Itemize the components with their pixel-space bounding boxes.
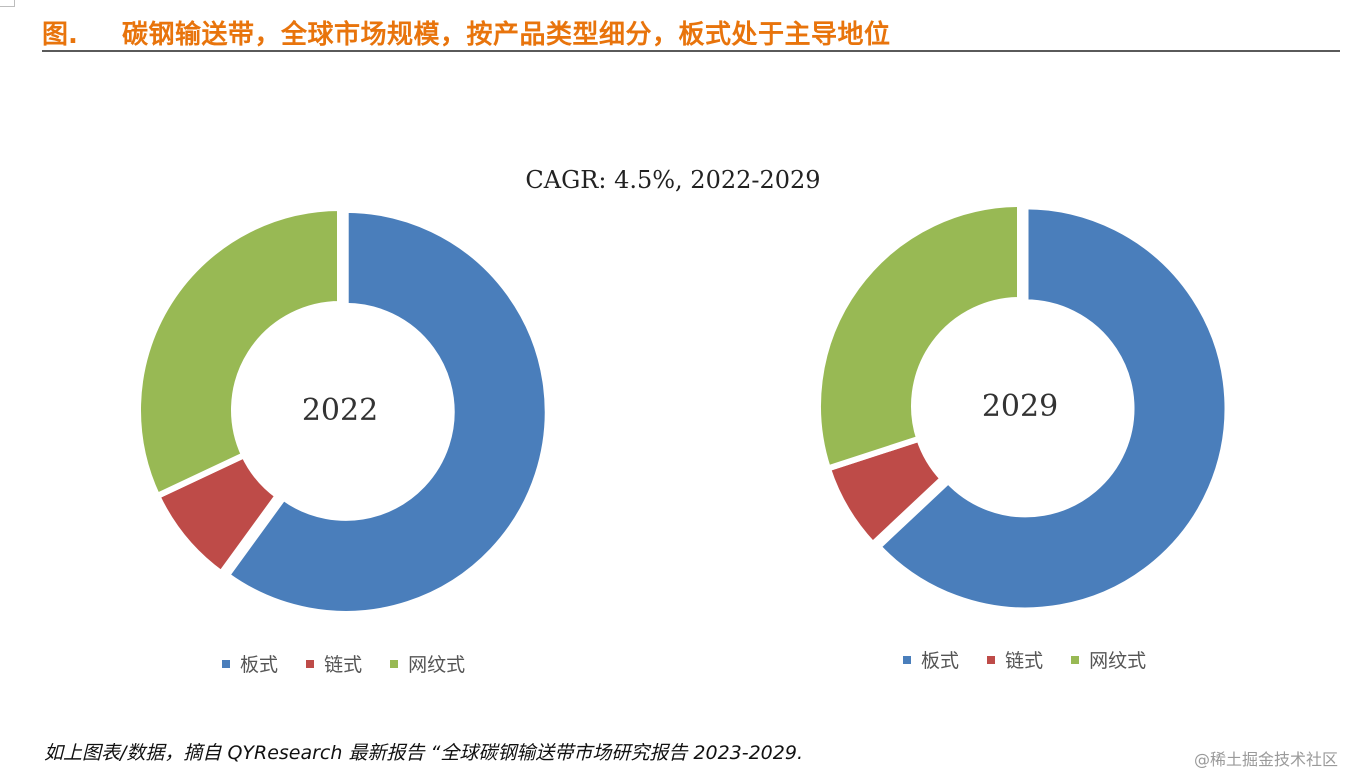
- legend-swatch-blue: [903, 655, 911, 664]
- slice-plate-2029: [874, 203, 1231, 614]
- watermark: @稀土掘金技术社区: [1193, 750, 1338, 769]
- legend-swatch-green: [390, 659, 399, 668]
- legend-item-chain: 链式: [306, 650, 362, 677]
- legend-item-plate: 板式: [222, 650, 278, 677]
- cagr-note: CAGR: 4.5%, 2022-2029: [525, 166, 821, 194]
- slice-mesh-2022: [135, 204, 343, 501]
- legend-2029: 板式 链式 网纹式: [903, 646, 1168, 673]
- figure-label: 图.: [42, 20, 78, 50]
- legend-item-mesh: 网纹式: [1071, 646, 1146, 673]
- source-note: 如上图表/数据，摘自 QYResearch 最新报告 “全球碳钢输送带市场研究报…: [44, 742, 803, 764]
- header-rule: [42, 50, 1340, 52]
- slice-plate-2022: [222, 206, 551, 617]
- legend-item-mesh: 网纹式: [390, 650, 465, 677]
- legend-item-chain: 链式: [987, 646, 1043, 673]
- corner-mark: [0, 0, 15, 7]
- center-label-2029: 2029: [982, 389, 1058, 424]
- legend-swatch-red: [306, 659, 315, 668]
- figure-title: 碳钢输送带，全球市场规模，按产品类型细分，板式处于主导地位: [122, 20, 891, 50]
- legend-swatch-red: [987, 655, 996, 664]
- legend-item-plate: 板式: [903, 646, 959, 673]
- legend-swatch-blue: [222, 659, 230, 668]
- center-label-2022: 2022: [302, 393, 378, 428]
- figure-header: 图. 碳钢输送带，全球市场规模，按产品类型细分，板式处于主导地位: [42, 10, 1332, 50]
- slice-mesh-2029: [815, 200, 1023, 473]
- legend-2022: 板式 链式 网纹式: [222, 650, 487, 677]
- legend-swatch-green: [1071, 655, 1080, 664]
